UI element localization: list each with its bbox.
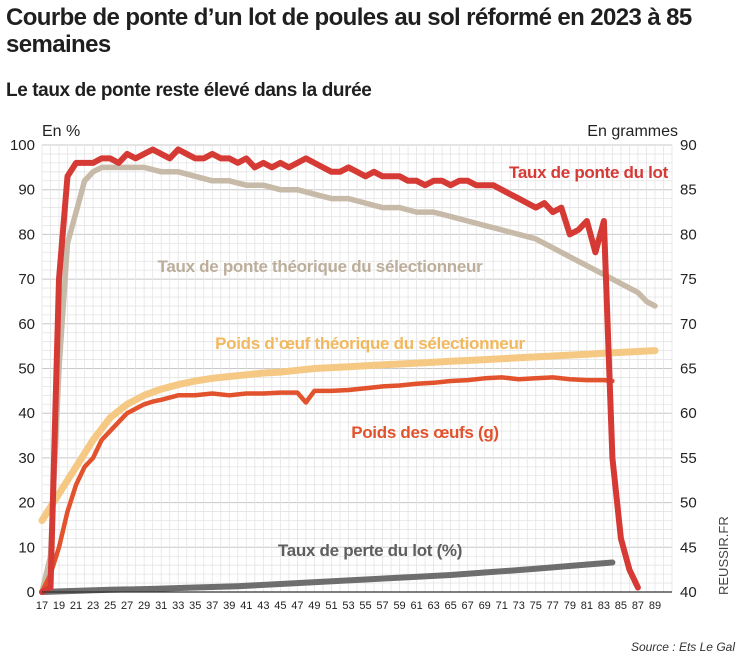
x-tick-label: 73 bbox=[513, 600, 525, 612]
y-tick-label-left: 60 bbox=[18, 316, 35, 333]
y-axis-title-right: En grammes bbox=[587, 123, 678, 140]
x-tick-label: 27 bbox=[121, 600, 133, 612]
x-tick-label: 21 bbox=[70, 600, 82, 612]
series-label: Poids d’œuf théorique du sélectionneur bbox=[215, 334, 525, 353]
chart-title: Courbe de ponte d’un lot de poules au so… bbox=[6, 4, 692, 58]
x-tick-label: 31 bbox=[155, 600, 167, 612]
x-tick-label: 85 bbox=[615, 600, 627, 612]
x-tick-label: 77 bbox=[547, 600, 559, 612]
x-tick-label: 51 bbox=[325, 600, 337, 612]
y-tick-label-left: 100 bbox=[10, 137, 35, 154]
x-tick-label: 71 bbox=[496, 600, 508, 612]
x-tick-label: 55 bbox=[359, 600, 371, 612]
series-line-taux-ponte-lot bbox=[39, 146, 641, 595]
series-layer bbox=[38, 146, 659, 595]
y-tick-label-right: 45 bbox=[680, 539, 697, 556]
series-line-poids-oeuf-theorique bbox=[38, 347, 659, 524]
x-tick-label: 57 bbox=[376, 600, 388, 612]
y-tick-label-right: 75 bbox=[680, 271, 697, 288]
y-tick-label-right: 50 bbox=[680, 495, 697, 512]
x-tick-label: 89 bbox=[649, 600, 661, 612]
x-tick-label: 59 bbox=[393, 600, 405, 612]
y-tick-label-right: 85 bbox=[680, 182, 697, 199]
x-tick-label: 29 bbox=[138, 600, 150, 612]
y-tick-label-left: 20 bbox=[18, 495, 35, 512]
y-tick-label-right: 65 bbox=[680, 361, 697, 378]
y-tick-label-left: 0 bbox=[27, 584, 35, 601]
series-label: Taux de perte du lot (%) bbox=[278, 541, 462, 560]
x-tick-label: 87 bbox=[632, 600, 644, 612]
y-tick-label-left: 80 bbox=[18, 226, 35, 243]
y-tick-label-left: 50 bbox=[18, 361, 35, 378]
x-tick-label: 67 bbox=[462, 600, 474, 612]
x-tick-label: 37 bbox=[206, 600, 218, 612]
x-tick-label: 39 bbox=[223, 600, 235, 612]
x-tick-label: 83 bbox=[598, 600, 610, 612]
source-note: Source : Ets Le Gal bbox=[630, 640, 735, 654]
y-tick-label-left: 40 bbox=[18, 405, 35, 422]
chart-axes: 17 19 21 23 25 27 29 31 33 35 37 39 41 43 45 47 49 51 53 55… bbox=[10, 137, 697, 612]
x-tick-label: 79 bbox=[564, 600, 576, 612]
y-tick-label-right: 60 bbox=[680, 405, 697, 422]
x-tick-label: 25 bbox=[104, 600, 116, 612]
series-label: Taux de ponte théorique du sélectionneur bbox=[158, 257, 484, 276]
x-tick-label: 35 bbox=[189, 600, 201, 612]
y-tick-label-left: 70 bbox=[18, 271, 35, 288]
x-tick-label: 41 bbox=[240, 600, 252, 612]
y-tick-label-right: 70 bbox=[680, 316, 697, 333]
y-tick-label-left: 30 bbox=[18, 450, 35, 467]
x-tick-label: 81 bbox=[581, 600, 593, 612]
series-line-taux-perte bbox=[39, 559, 616, 595]
y-tick-label-right: 40 bbox=[680, 584, 697, 601]
series-label: Taux de ponte du lot bbox=[509, 163, 669, 182]
x-tick-label: 61 bbox=[410, 600, 422, 612]
series-labels: Taux de ponte du lot Taux de ponte théori… bbox=[158, 163, 669, 560]
y-tick-label-left: 90 bbox=[18, 182, 35, 199]
y-tick-label-right: 80 bbox=[680, 226, 697, 243]
x-tick-label: 49 bbox=[308, 600, 320, 612]
x-tick-label: 33 bbox=[172, 600, 184, 612]
y-tick-label-right: 90 bbox=[680, 137, 697, 154]
x-tick-label: 69 bbox=[479, 600, 491, 612]
y-axis-title-left: En % bbox=[42, 123, 80, 140]
series-label: Poids des œufs (g) bbox=[351, 423, 499, 442]
x-tick-label: 17 bbox=[36, 600, 48, 612]
y-tick-label-left: 10 bbox=[18, 539, 35, 556]
x-tick-label: 75 bbox=[530, 600, 542, 612]
y-tick-label-right: 55 bbox=[680, 450, 697, 467]
x-tick-label: 63 bbox=[427, 600, 439, 612]
x-tick-label: 23 bbox=[87, 600, 99, 612]
x-tick-label: 45 bbox=[274, 600, 286, 612]
x-tick-label: 53 bbox=[342, 600, 354, 612]
x-tick-label: 19 bbox=[53, 600, 65, 612]
x-tick-label: 47 bbox=[291, 600, 303, 612]
x-tick-label: 65 bbox=[445, 600, 457, 612]
series-line-poids-oeufs bbox=[39, 375, 615, 595]
watermark-text: REUSSIR.FR bbox=[716, 516, 731, 595]
series-line-taux-ponte-theorique bbox=[39, 164, 658, 595]
chart-subtitle: Le taux de ponte reste élevé dans la dur… bbox=[6, 80, 372, 101]
x-tick-label: 43 bbox=[257, 600, 269, 612]
